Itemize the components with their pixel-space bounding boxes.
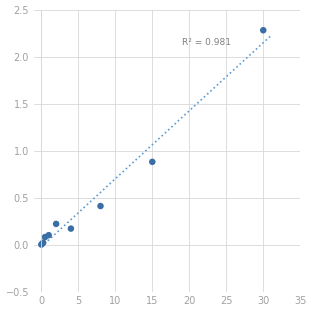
Point [150, 159, 155, 164]
Point [68, 226, 73, 231]
Point [40, 241, 45, 246]
Point [41, 240, 46, 245]
Point [54, 222, 59, 227]
Point [39, 242, 44, 247]
Point [261, 28, 266, 33]
Text: R² = 0.981: R² = 0.981 [182, 38, 231, 47]
Point [98, 203, 103, 208]
Point [46, 233, 51, 238]
Point [42, 235, 47, 240]
